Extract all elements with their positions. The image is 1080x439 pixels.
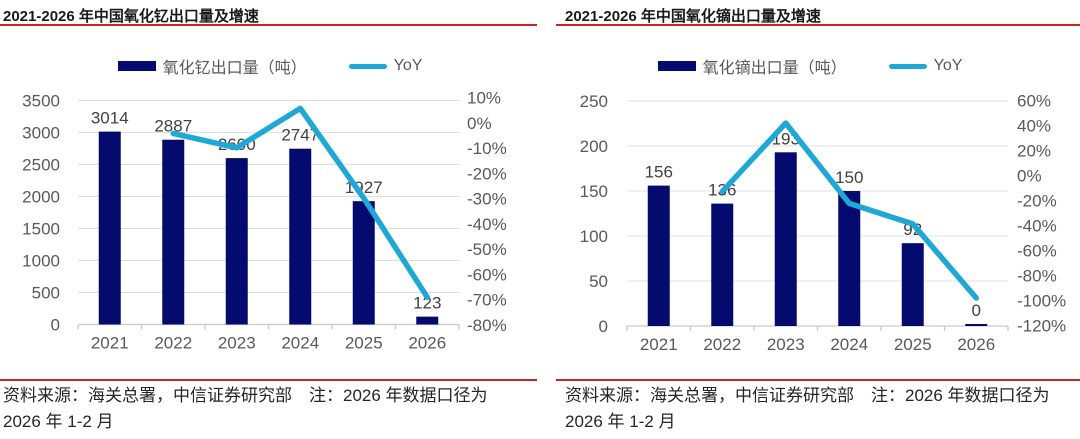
legend-line-label: YoY <box>393 57 423 74</box>
footer-divider <box>556 379 1080 381</box>
legend-line-label: YoY <box>933 57 963 74</box>
bar-series-swatch <box>117 61 156 71</box>
source-note-line2: 2026 年 1-2 月 <box>565 412 676 431</box>
right-axis-tick-label: -70% <box>467 291 507 310</box>
bar <box>352 201 375 325</box>
left-axis-tick-label: 200 <box>580 137 608 156</box>
yoy-line <box>170 105 430 300</box>
bar-value-label: 3014 <box>91 109 129 128</box>
legend-item-line: YoY <box>348 57 423 75</box>
bar-series-swatch <box>657 61 696 71</box>
right-axis-tick-label: -40% <box>1017 217 1057 236</box>
bar <box>98 131 121 325</box>
bar <box>838 191 861 326</box>
legend-item-bar: 氧化钇出口量（吨） <box>117 54 307 78</box>
dysprosium-export-chart: 250 200 150 100 50 0 60% 40% 20% 0% -20% -40% -60% -8… <box>580 92 1067 355</box>
left-axis-tick-label: 150 <box>580 182 608 201</box>
left-axis-tick-label: 2500 <box>22 156 60 175</box>
right-axis-tick-label: 60% <box>1017 92 1051 111</box>
right-axis-tick-label: -10% <box>467 139 507 158</box>
x-tick-label: 2026 <box>408 334 446 353</box>
chart-legend: 氧化钇出口量（吨） YoY <box>0 54 540 78</box>
right-axis-tick-label: -120% <box>1017 317 1066 336</box>
chart-title: 2021-2026 年中国氧化镝出口量及增速 <box>565 8 821 25</box>
bar <box>225 158 248 325</box>
bar-value-label: 2747 <box>281 126 319 145</box>
bar <box>901 243 924 326</box>
yoy-line <box>719 120 979 301</box>
x-tick-label: 2021 <box>91 334 129 353</box>
yttrium-oxide-panel: 2021-2026 年中国氧化钇出口量及增速 氧化钇出口量（吨） YoY 350… <box>0 8 540 435</box>
bar-value-label: 156 <box>645 163 673 182</box>
right-axis-tick-label: 0% <box>1017 167 1042 186</box>
right-axis-tick-label: -20% <box>467 164 507 183</box>
right-axis-tick-label: -100% <box>1017 292 1066 311</box>
line-series-swatch <box>348 63 387 69</box>
legend-bar-label: 氧化镝出口量（吨） <box>702 60 847 77</box>
left-axis-tick-label: 3000 <box>22 124 60 143</box>
legend-item-line: YoY <box>888 57 963 75</box>
bar <box>711 203 734 326</box>
right-axis-tick-label: 0% <box>467 114 492 133</box>
bar <box>774 152 797 326</box>
x-tick-label: 2024 <box>830 335 868 354</box>
bar-value-label: 123 <box>413 294 441 313</box>
line-series-swatch <box>888 63 927 69</box>
chart-title: 2021-2026 年中国氧化钇出口量及增速 <box>3 8 259 25</box>
x-tick-label: 2025 <box>345 334 383 353</box>
right-axis-tick-label: 20% <box>1017 142 1051 161</box>
source-note-line1: 资料来源：海关总署，中信证券研究部 注：2026 年数据口径为 <box>3 386 488 405</box>
right-axis-tick-label: -40% <box>467 215 507 234</box>
right-axis-tick-label: -60% <box>467 265 507 284</box>
right-axis-tick-label: -80% <box>1017 267 1057 286</box>
dysprosium-oxide-panel: 2021-2026 年中国氧化镝出口量及增速 氧化镝出口量（吨） YoY 250… <box>540 0 1080 439</box>
legend-bar-label: 氧化钇出口量（吨） <box>162 60 307 77</box>
source-note-line2: 2026 年 1-2 月 <box>3 412 114 431</box>
x-tick-label: 2022 <box>703 335 741 354</box>
left-axis-tick-label: 500 <box>32 284 60 303</box>
legend-item-bar: 氧化镝出口量（吨） <box>657 54 847 78</box>
source-note-line1: 资料来源：海关总署，中信证券研究部 注：2026 年数据口径为 <box>565 386 1050 405</box>
left-axis-tick-label: 1500 <box>22 220 60 239</box>
bar <box>162 139 185 325</box>
left-axis-tick-label: 2000 <box>22 188 60 207</box>
bar-value-label: 0 <box>972 301 981 320</box>
bar <box>965 324 988 326</box>
bar-value-label: 2887 <box>154 117 192 136</box>
left-axis-tick-label: 1000 <box>22 252 60 271</box>
left-axis-tick-label: 3500 <box>22 92 60 111</box>
right-axis-tick-label: -60% <box>1017 242 1057 261</box>
x-tick-label: 2021 <box>640 335 678 354</box>
right-axis-tick-label: -20% <box>1017 192 1057 211</box>
bar <box>647 185 670 326</box>
footer-divider <box>0 379 537 381</box>
right-axis-tick-label: 10% <box>467 89 501 108</box>
title-divider <box>0 24 537 26</box>
x-tick-label: 2025 <box>894 335 932 354</box>
bar <box>416 316 439 325</box>
right-axis-tick-label: 40% <box>1017 117 1051 136</box>
right-axis-tick-label: -30% <box>467 190 507 209</box>
left-axis-tick-label: 0 <box>599 317 608 336</box>
left-axis-tick-label: 250 <box>580 92 608 111</box>
bar <box>289 148 312 325</box>
left-axis-tick-label: 0 <box>51 316 60 335</box>
source-note: 资料来源：海关总署，中信证券研究部 注：2026 年数据口径为 2026 年 1… <box>565 383 1072 435</box>
right-axis-tick-label: -80% <box>467 316 507 335</box>
x-tick-label: 2023 <box>218 334 256 353</box>
left-axis-tick-label: 50 <box>589 272 608 291</box>
right-axis-tick-label: -50% <box>467 240 507 259</box>
yttrium-export-chart: 3500 3000 2500 2000 1500 1000 500 0 10% 0% -10% -20… <box>22 89 507 353</box>
x-tick-label: 2026 <box>957 335 995 354</box>
x-tick-label: 2023 <box>767 335 805 354</box>
bar-value-label: 150 <box>835 168 863 187</box>
title-divider <box>556 24 1080 26</box>
x-tick-label: 2024 <box>281 334 319 353</box>
chart-legend: 氧化镝出口量（吨） YoY <box>540 54 1080 78</box>
left-axis-tick-label: 100 <box>580 227 608 246</box>
source-note: 资料来源：海关总署，中信证券研究部 注：2026 年数据口径为 2026 年 1… <box>3 383 532 435</box>
x-tick-label: 2022 <box>154 334 192 353</box>
